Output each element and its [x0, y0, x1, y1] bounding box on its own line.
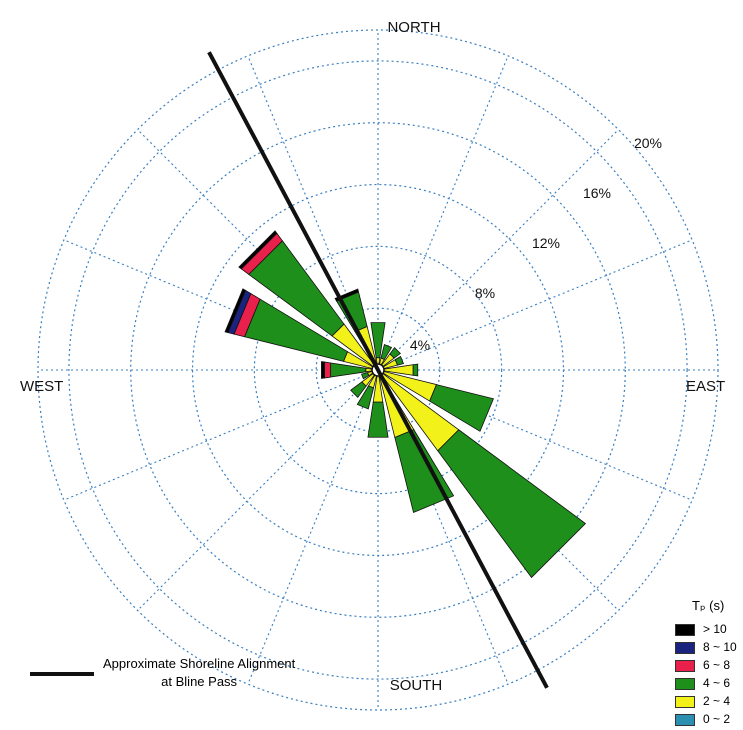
grid-ring-outer: [37, 29, 719, 711]
chart-labels: NORTH EAST SOUTH WEST 4% 8% 12% 16% 20%: [20, 19, 725, 694]
direction-label-east: EAST: [686, 378, 725, 395]
shoreline-legend-line2: at Bline Pass: [161, 674, 238, 689]
legend-item-2-4: 2 ~ 4: [675, 694, 743, 710]
legend-item-0-2: 0 ~ 2: [675, 712, 743, 728]
petal-ese-4-6: [429, 384, 495, 432]
petal-sw-4-6: [350, 381, 367, 398]
legend-swatch: [675, 678, 695, 690]
petal-ne-4-6: [389, 347, 401, 359]
grid-ring-8: [253, 245, 503, 495]
petal-w-6-8: [324, 361, 332, 379]
legend-item-gt10: > 10: [675, 622, 743, 638]
ring-label-20: 20%: [634, 135, 662, 151]
petal-wsw-4-6: [360, 372, 370, 380]
shoreline-legend-text: Approximate Shoreline Alignment at Bline…: [103, 655, 295, 691]
petal-n-4-6: [370, 322, 386, 359]
grid-spoke: [137, 369, 379, 611]
petal-s-4-6: [367, 401, 389, 438]
legend-swatch: [675, 714, 695, 726]
grid-spoke: [247, 369, 379, 685]
shoreline-alignment-line: [207, 51, 549, 689]
legend-label: 6 ~ 8: [703, 658, 731, 672]
grid-spoke: [377, 129, 619, 371]
legend-label: 0 ~ 2: [703, 712, 731, 726]
petal-ene-4-6: [394, 355, 405, 366]
grid-ring-16: [130, 122, 626, 618]
ring-label-16: 16%: [583, 185, 611, 201]
legend-swatch: [675, 660, 695, 672]
petal-w--10: [321, 361, 325, 379]
shoreline-legend-line: [30, 672, 94, 676]
legend-item-6-8: 6 ~ 8: [675, 658, 743, 674]
grid-spoke: [377, 239, 693, 371]
legend-swatch: [675, 696, 695, 708]
petal-se-4-6: [437, 429, 587, 579]
ring-label-12: 12%: [532, 235, 560, 251]
ring-label-4: 4%: [410, 337, 430, 353]
legend-label: > 10: [703, 622, 727, 636]
legend-swatch: [675, 624, 695, 636]
shoreline-alignment: [207, 51, 549, 689]
wind-rose-petals: [224, 230, 587, 579]
grid-ring-20: [68, 60, 688, 680]
legend-item-4-6: 4 ~ 6: [675, 676, 743, 692]
legend-item-8-10: 8 ~ 10: [675, 640, 743, 656]
petal-ssw-4-6: [356, 385, 374, 410]
petal-nne-4-6: [380, 343, 393, 360]
legend-label: 2 ~ 4: [703, 694, 731, 708]
legend-swatch: [675, 642, 695, 654]
ring-label-8: 8%: [475, 285, 495, 301]
petal-sse-4-6: [394, 429, 455, 514]
shoreline-legend-line1: Approximate Shoreline Alignment: [103, 656, 296, 671]
direction-label-west: WEST: [20, 378, 63, 395]
grid-spoke: [377, 55, 509, 371]
petal-e-4-6: [412, 363, 419, 377]
grid-spoke: [63, 369, 379, 501]
petal-wnw--10: [224, 288, 247, 334]
direction-label-south: SOUTH: [390, 677, 443, 694]
legend-label: 4 ~ 6: [703, 676, 731, 690]
legend-label: 8 ~ 10: [703, 640, 737, 654]
direction-label-north: NORTH: [387, 19, 440, 36]
petal-nw--10: [238, 230, 278, 270]
legend-title: Tₚ (s): [692, 598, 725, 613]
